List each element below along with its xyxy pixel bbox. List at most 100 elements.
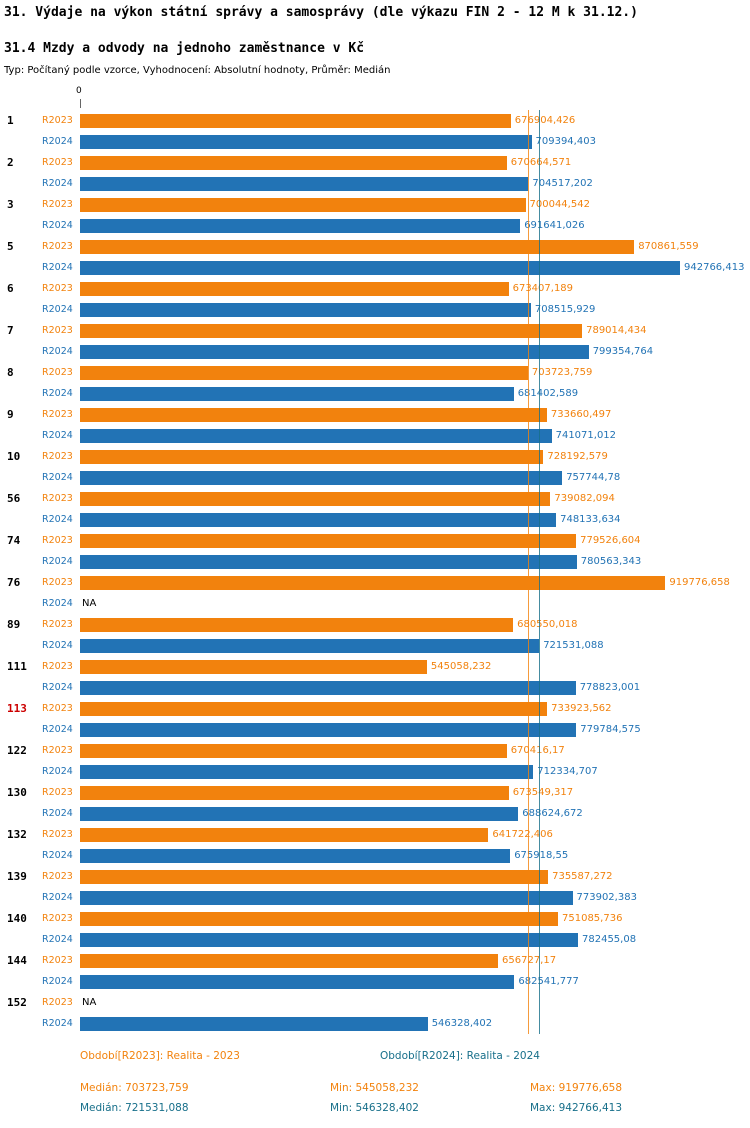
series-label: R2024 [42,178,73,189]
bar [80,1016,428,1031]
stat-max-2024: Max: 942766,413 [530,1102,623,1114]
value-label: 688624,672 [522,808,583,819]
category-label: 139 [7,870,27,883]
bar [80,512,557,527]
series-label: R2024 [42,388,73,399]
category-label: 89 [7,618,21,631]
series-label: R2024 [42,892,73,903]
series-label: R2023 [42,829,73,840]
bar-plot: 704517,202 [80,173,750,194]
bar-plot: 789014,434 [80,320,750,341]
series-label: R2024 [42,220,73,231]
category-label: 74 [7,534,21,547]
series-label: R2023 [42,619,73,630]
series-label: R2023 [42,703,73,714]
value-label: 733923,562 [551,703,612,714]
bar-plot: 942766,413 [80,257,750,278]
value-label: 782455,08 [582,934,637,945]
bar-row: 132 R2023 641722,406 [0,824,750,845]
value-label: 799354,764 [592,346,654,357]
value-label: 741071,012 [555,430,617,441]
series-label: R2023 [42,493,73,504]
bar [80,827,489,842]
bar-row: 3 R2023 700044,542 [0,194,750,215]
bar-row: 9 R2023 733660,497 [0,404,750,425]
bar-row: 2 R2023 670664,571 [0,152,750,173]
value-label: 942766,413 [684,262,745,273]
bar [80,155,507,170]
series-label: R2024 [42,346,73,357]
category-label: 113 [7,702,27,715]
bar-row: R2024 799354,764 [0,341,750,362]
bar [80,680,576,695]
axis-origin-label: 0 [76,86,82,96]
bar-row: R2024 773902,383 [0,887,750,908]
category-label: 76 [7,576,21,589]
category-label: 7 [7,324,14,337]
category-label: 56 [7,492,21,505]
series-label: R2023 [42,871,73,882]
series-label: R2024 [42,556,73,567]
chart-meta: Typ: Počítaný podle vzorce, Vyhodnocení:… [4,65,391,76]
bar-plot: 712334,707 [80,761,750,782]
series-label: R2023 [42,997,73,1008]
bar [80,638,540,653]
bar-plot: 545058,232 [80,656,750,677]
median-line-2024 [539,110,541,1034]
series-label: R2023 [42,913,73,924]
bar-row: 89 R2023 680550,018 [0,614,750,635]
bar-row: R2024 779784,575 [0,719,750,740]
series-label: R2023 [42,241,73,252]
bar-plot: 778823,001 [80,677,750,698]
legend: Období[R2023]: Realita - 2023 Období[R20… [80,1050,540,1062]
bar-row: R2024 691641,026 [0,215,750,236]
series-label: R2024 [42,724,73,735]
value-label: 545058,232 [430,661,492,672]
bar-plot: 735587,272 [80,866,750,887]
bar-row: R2024 682541,777 [0,971,750,992]
bar-plot: 546328,402 [80,1013,750,1034]
bar-plot: 780563,343 [80,551,750,572]
value-label: 676904,426 [514,115,576,126]
series-label: R2024 [42,304,73,315]
bar [80,848,511,863]
value-label: 728192,579 [547,451,608,462]
axis-tick [80,99,81,108]
series-label: R2024 [42,472,73,483]
series-label: R2024 [42,1018,73,1029]
stats-2023: Medián: 703723,759 Min: 545058,232 Max: … [80,1082,622,1094]
value-label: 748133,634 [560,514,621,525]
series-label: R2023 [42,535,73,546]
bar [80,113,511,128]
bar-plot: 682541,777 [80,971,750,992]
legend-period-2024: Období[R2024]: Realita - 2024 [380,1050,540,1062]
stats-2024: Medián: 721531,088 Min: 546328,402 Max: … [80,1102,622,1114]
series-label: R2023 [42,745,73,756]
value-label: 779526,604 [580,535,641,546]
bar-plot: 670664,571 [80,152,750,173]
category-label: 132 [7,828,27,841]
bar-plot: NA [80,593,750,614]
legend-period-2023: Období[R2023]: Realita - 2023 [80,1050,240,1062]
bar-plot: 688624,672 [80,803,750,824]
value-label: 641722,406 [492,829,553,840]
value-label: 670416,17 [510,745,565,756]
series-label: R2023 [42,451,73,462]
category-label: 2 [7,156,14,169]
stat-min-2024: Min: 546328,402 [330,1102,419,1114]
bar-plot: NA [80,992,750,1013]
bar-plot: 673549,317 [80,782,750,803]
bar-plot: 741071,012 [80,425,750,446]
bar-row: R2024 942766,413 [0,257,750,278]
bar [80,974,515,989]
bar-row: R2024 681402,589 [0,383,750,404]
bar-plot: 709394,403 [80,131,750,152]
series-label: R2024 [42,640,73,651]
stat-median-2024: Medián: 721531,088 [80,1102,189,1114]
series-label: R2024 [42,934,73,945]
value-label: 739082,094 [554,493,615,504]
series-label: R2024 [42,262,73,273]
value-label: NA [82,997,97,1008]
value-label: 780563,343 [580,556,642,567]
bar-plot: 799354,764 [80,341,750,362]
